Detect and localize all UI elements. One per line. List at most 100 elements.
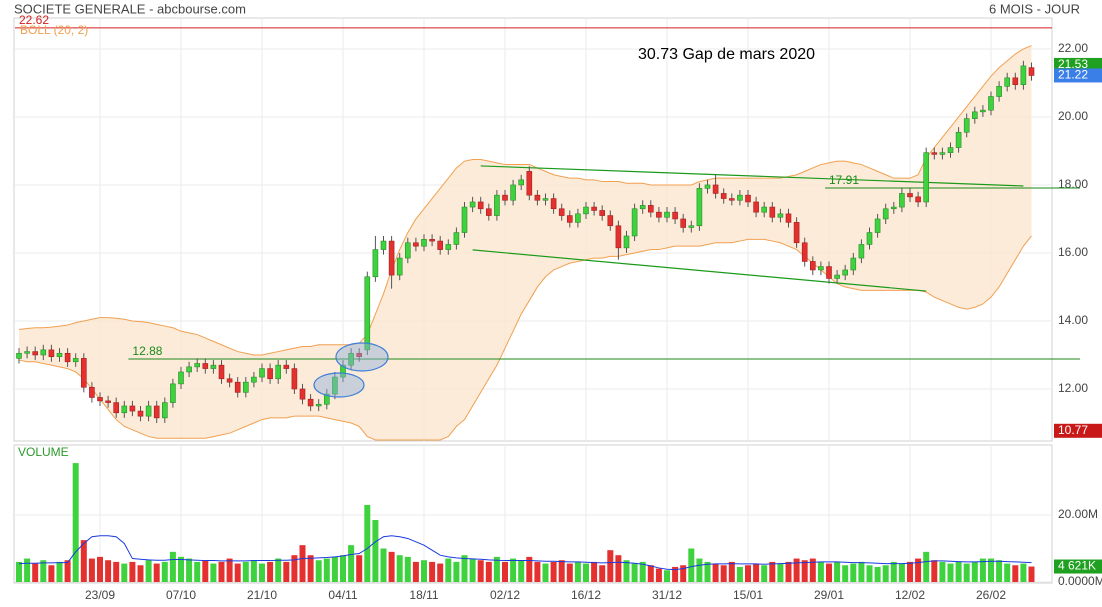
volume-bar (688, 548, 695, 582)
candle-body (364, 276, 371, 351)
volume-bar (607, 550, 614, 582)
volume-bar (728, 561, 735, 582)
y-tick-label: 16.00 (1058, 245, 1088, 259)
volume-bar (121, 563, 128, 582)
volume-bar (566, 563, 573, 582)
volume-bar (615, 555, 622, 582)
candle-body (40, 349, 47, 356)
volume-bar (817, 561, 824, 582)
candle-body (672, 211, 678, 220)
price-panel (13, 17, 1053, 442)
volume-bar (485, 561, 492, 582)
candle-body (396, 257, 403, 276)
candle-body (437, 240, 444, 250)
candle-body (542, 198, 549, 201)
candle-body (623, 235, 630, 249)
volume-bar (169, 551, 176, 582)
candle-body (591, 206, 597, 211)
volume-bar (890, 561, 897, 582)
candle-body (89, 386, 95, 398)
candle-body (737, 194, 743, 201)
candle-body (494, 194, 500, 216)
candle-body (704, 184, 711, 189)
volume-bar (48, 565, 55, 582)
volume-bar (712, 563, 719, 582)
candle-body (575, 213, 581, 223)
candle-body (162, 402, 168, 419)
candle-body (170, 383, 176, 403)
x-tick-label: 12/02 (895, 588, 925, 602)
volume-bar (850, 563, 857, 582)
x-tick-label: 07/10 (166, 588, 196, 602)
candle-body (445, 244, 452, 250)
volume-bar (704, 561, 711, 582)
volume-bar (323, 558, 330, 582)
candle-body (210, 364, 217, 369)
candle-body (323, 393, 330, 405)
volume-bar (672, 566, 679, 582)
volume-bar (550, 561, 557, 582)
price-marker (1054, 68, 1102, 83)
y-tick-label: 20.00 (1058, 109, 1088, 123)
candle-body (81, 358, 87, 388)
volume-bar (753, 563, 760, 582)
annotation: 30.73 Gap de mars 2020 (638, 46, 815, 63)
candle-body (793, 222, 800, 244)
candle-body (72, 358, 79, 363)
volume-bar (40, 560, 47, 582)
volume-bar (210, 563, 217, 582)
volume-bar (64, 560, 71, 582)
candle-body (413, 242, 419, 247)
volume-bar (574, 561, 581, 582)
candle-body (145, 405, 152, 417)
x-tick-label: 15/01 (733, 588, 763, 602)
candle-body (996, 86, 1002, 97)
candle-body (113, 402, 119, 414)
volume-bar (1020, 563, 1027, 582)
volume-bar (761, 565, 768, 582)
candle-body (97, 397, 103, 402)
candle-body (137, 410, 144, 417)
volume-bar (145, 560, 152, 582)
volume-bar (105, 560, 112, 582)
volume-bar (518, 560, 525, 582)
volume-bar (24, 558, 31, 582)
candle-body (639, 205, 646, 210)
candle-body (858, 244, 865, 259)
band-line (18, 45, 1032, 356)
highlight-ellipse (335, 342, 389, 372)
candle-body (178, 371, 184, 385)
candle-body (469, 201, 476, 208)
volume-bar (331, 556, 338, 582)
x-tick-label: 16/12 (571, 588, 601, 602)
volume-bar (445, 558, 452, 582)
volume-label: VOLUME (18, 445, 69, 459)
candle-body (218, 364, 225, 380)
candle-body (583, 206, 589, 215)
candle-body (712, 184, 719, 194)
volume-bar (218, 561, 225, 582)
volume-bar (526, 556, 533, 582)
volume-bar (1004, 563, 1011, 582)
volume-bar (996, 560, 1003, 582)
volume-bar (291, 555, 298, 582)
foreground-layer: 12.00 14.00 16.00 18.00 20.00 22.00 0.0000M 20.… (15, 13, 1102, 602)
candle-body (453, 232, 460, 245)
volume-bar (931, 560, 938, 582)
volume-bar (599, 565, 606, 582)
volume-bar (404, 556, 411, 582)
volume-bar (680, 565, 687, 582)
candle-body (801, 242, 808, 262)
candle-body (980, 109, 986, 113)
volume-bar (542, 563, 549, 582)
volume-bar (631, 563, 638, 582)
volume-bar (380, 548, 387, 582)
volume-bar (97, 556, 103, 582)
candle-body (664, 211, 670, 218)
volume-bar (194, 561, 201, 582)
candle-body (477, 201, 484, 210)
volume-bar (898, 563, 905, 582)
candle-body (971, 111, 978, 119)
candle-body (24, 351, 30, 354)
volume-bar (299, 545, 306, 582)
